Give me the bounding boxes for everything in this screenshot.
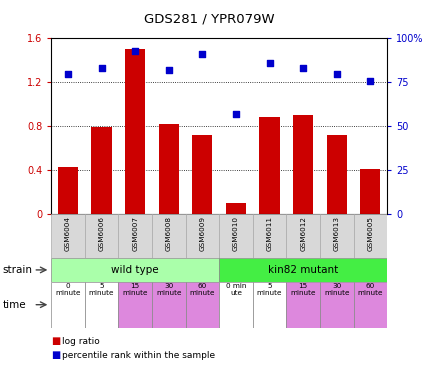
Text: 60
minute: 60 minute [190, 283, 215, 296]
Bar [353, 282, 387, 328]
Bar [51, 214, 85, 258]
Text: percentile rank within the sample: percentile rank within the sample [62, 351, 215, 359]
Bar [253, 282, 287, 328]
Bar [219, 258, 387, 282]
Point [232, 111, 239, 117]
Bar [259, 117, 279, 214]
Bar [85, 214, 118, 258]
Bar [58, 167, 78, 214]
Text: 30
minute: 30 minute [324, 283, 349, 296]
Bar [85, 282, 118, 328]
Bar [186, 214, 219, 258]
Text: 60
minute: 60 minute [358, 283, 383, 296]
Bar [226, 203, 246, 214]
Point [165, 67, 172, 73]
Text: ■: ■ [51, 350, 61, 360]
Text: 30
minute: 30 minute [156, 283, 182, 296]
Text: GSM6006: GSM6006 [99, 216, 105, 251]
Bar [51, 258, 219, 282]
Point [299, 66, 307, 71]
Text: 0
minute: 0 minute [55, 283, 81, 296]
Bar [118, 214, 152, 258]
Text: log ratio: log ratio [62, 337, 100, 346]
Text: GSM6005: GSM6005 [368, 216, 373, 251]
Point [367, 78, 374, 83]
Bar [287, 214, 320, 258]
Bar [320, 282, 354, 328]
Text: GSM6012: GSM6012 [300, 216, 306, 251]
Text: GSM6009: GSM6009 [199, 216, 205, 251]
Bar [327, 135, 347, 214]
Text: GSM6007: GSM6007 [132, 216, 138, 251]
Point [65, 71, 72, 76]
Bar [186, 282, 219, 328]
Bar [293, 115, 313, 214]
Bar [360, 169, 380, 214]
Text: 15
minute: 15 minute [291, 283, 316, 296]
Text: 5
minute: 5 minute [257, 283, 282, 296]
Bar [152, 282, 186, 328]
Bar [51, 282, 85, 328]
Bar [253, 214, 287, 258]
Point [333, 71, 340, 76]
Bar [152, 214, 186, 258]
Text: kin82 mutant: kin82 mutant [268, 265, 338, 275]
Bar [125, 49, 145, 214]
Text: strain: strain [2, 265, 32, 275]
Text: 15
minute: 15 minute [122, 283, 148, 296]
Text: GSM6008: GSM6008 [166, 216, 172, 251]
Point [98, 66, 105, 71]
Text: GSM6013: GSM6013 [334, 216, 340, 251]
Bar [320, 214, 354, 258]
Bar [219, 282, 253, 328]
Bar [287, 282, 320, 328]
Text: GSM6010: GSM6010 [233, 216, 239, 251]
Bar [159, 124, 179, 214]
Bar [353, 214, 387, 258]
Text: GDS281 / YPR079W: GDS281 / YPR079W [144, 13, 275, 26]
Text: GSM6011: GSM6011 [267, 216, 272, 251]
Bar [219, 214, 253, 258]
Bar [192, 135, 212, 214]
Point [132, 48, 139, 54]
Bar [118, 282, 152, 328]
Text: 5
minute: 5 minute [89, 283, 114, 296]
Bar [92, 127, 112, 214]
Text: wild type: wild type [111, 265, 159, 275]
Text: time: time [2, 300, 26, 310]
Text: 0 min
ute: 0 min ute [226, 283, 246, 296]
Text: GSM6004: GSM6004 [65, 216, 71, 251]
Text: ■: ■ [51, 336, 61, 346]
Point [199, 51, 206, 57]
Point [266, 60, 273, 66]
